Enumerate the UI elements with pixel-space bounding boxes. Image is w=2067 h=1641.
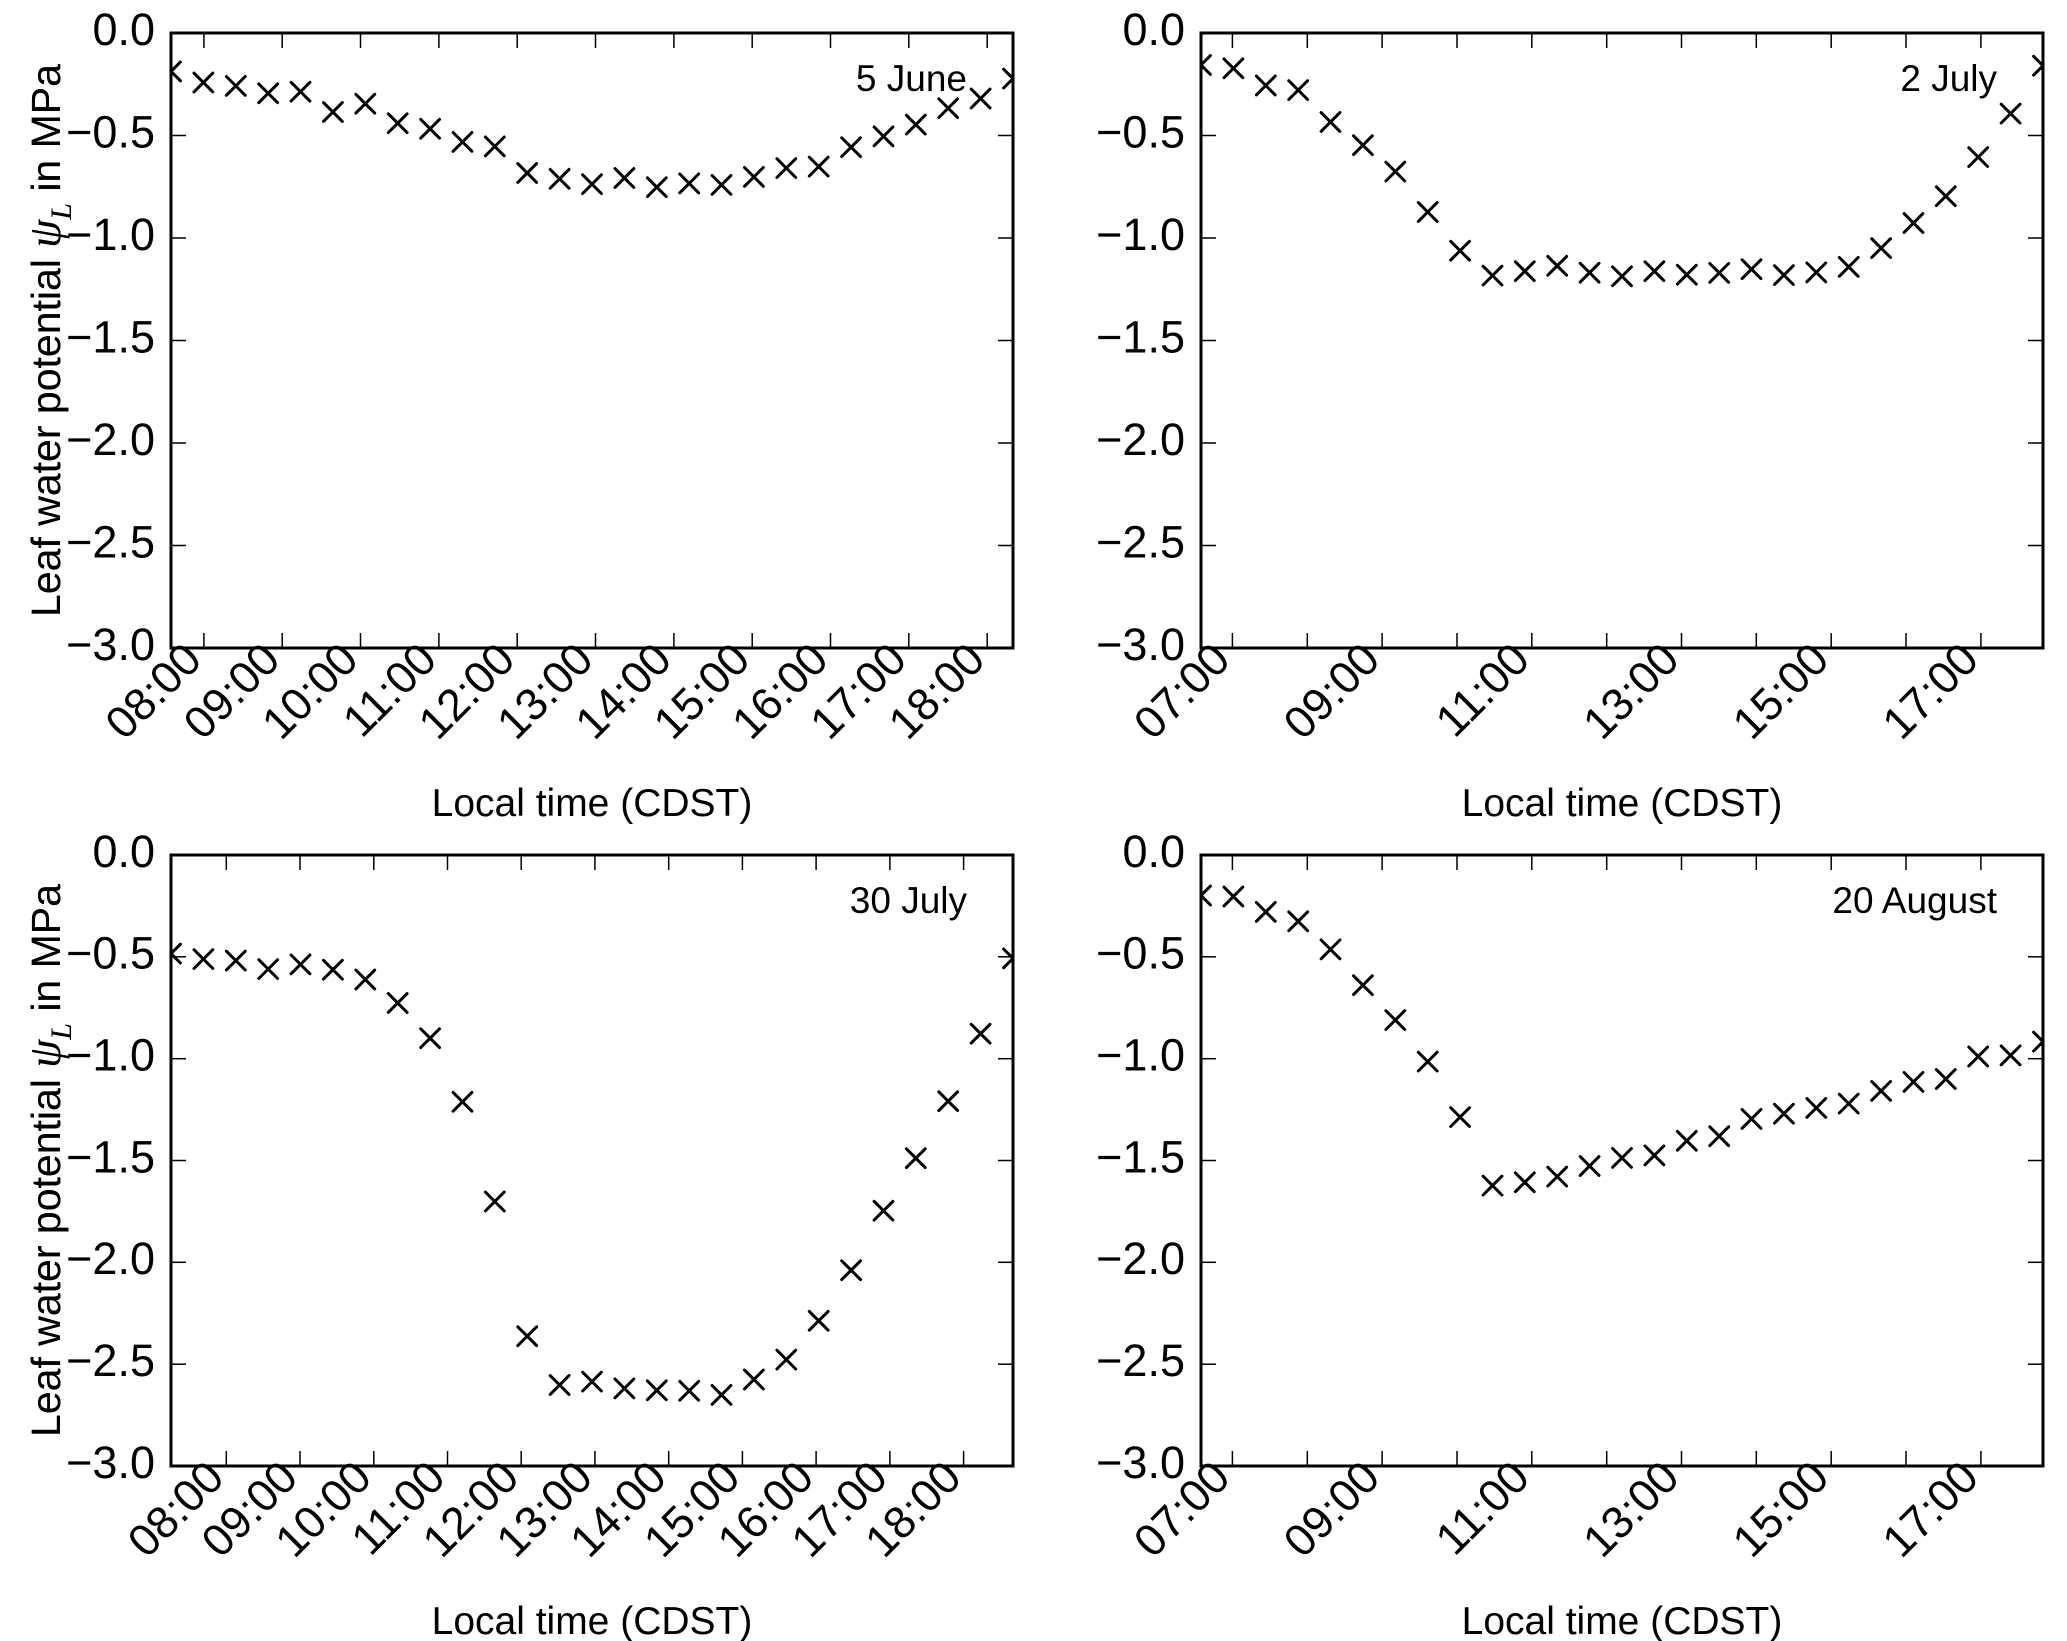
svg-text:−1.0: −1.0 <box>1096 1030 1185 1081</box>
svg-text:0.0: 0.0 <box>1122 4 1185 55</box>
svg-text:−2.5: −2.5 <box>1096 516 1185 567</box>
svg-text:−1.0: −1.0 <box>1096 209 1185 260</box>
svg-text:−1.0: −1.0 <box>66 1030 155 1081</box>
svg-text:2 July: 2 July <box>1900 58 1997 99</box>
svg-text:−3.0: −3.0 <box>1096 1437 1185 1488</box>
svg-text:−2.0: −2.0 <box>1096 1233 1185 1284</box>
svg-text:−0.5: −0.5 <box>66 928 155 979</box>
svg-text:−3.0: −3.0 <box>66 1437 155 1488</box>
svg-text:−2.0: −2.0 <box>66 1233 155 1284</box>
svg-text:0.0: 0.0 <box>1122 826 1185 877</box>
svg-text:−2.5: −2.5 <box>1096 1335 1185 1386</box>
svg-text:−0.5: −0.5 <box>1096 928 1185 979</box>
svg-text:−1.5: −1.5 <box>1096 1131 1185 1182</box>
svg-text:−1.5: −1.5 <box>66 311 155 362</box>
svg-text:5 June: 5 June <box>856 58 967 99</box>
svg-text:−2.5: −2.5 <box>66 516 155 567</box>
svg-text:Local time (CDST): Local time (CDST) <box>1462 1600 1783 1641</box>
svg-text:−2.5: −2.5 <box>66 1335 155 1386</box>
svg-text:−2.0: −2.0 <box>1096 414 1185 465</box>
svg-text:20 August: 20 August <box>1832 880 1997 921</box>
svg-text:−1.0: −1.0 <box>66 209 155 260</box>
svg-text:−3.0: −3.0 <box>1096 619 1185 670</box>
svg-text:−3.0: −3.0 <box>66 619 155 670</box>
svg-text:0.0: 0.0 <box>92 4 155 55</box>
svg-text:−0.5: −0.5 <box>1096 106 1185 157</box>
svg-text:30 July: 30 July <box>850 880 968 921</box>
svg-text:Local time (CDST): Local time (CDST) <box>432 782 753 825</box>
svg-text:−0.5: −0.5 <box>66 106 155 157</box>
svg-text:0.0: 0.0 <box>92 826 155 877</box>
svg-text:−2.0: −2.0 <box>66 414 155 465</box>
svg-text:−1.5: −1.5 <box>66 1131 155 1182</box>
svg-text:Local time (CDST): Local time (CDST) <box>1462 782 1783 825</box>
svg-text:−1.5: −1.5 <box>1096 311 1185 362</box>
svg-text:Local time (CDST): Local time (CDST) <box>432 1600 753 1641</box>
